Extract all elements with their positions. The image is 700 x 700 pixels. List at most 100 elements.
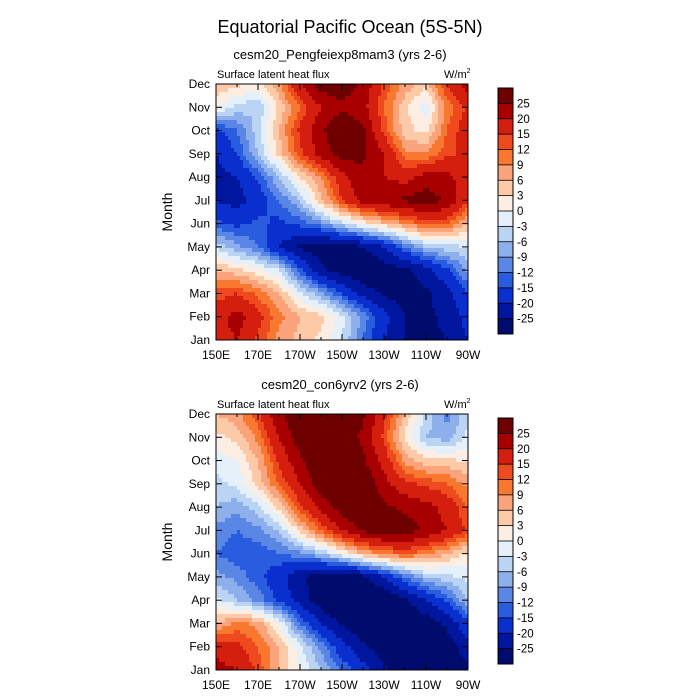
contour-cell [240,256,244,261]
contour-cell [216,192,220,197]
contour-cell [309,228,313,233]
contour-cell [345,96,349,101]
contour-cell [294,224,298,229]
contour-cell [402,180,406,185]
contour-cell [312,128,316,133]
contour-cell [408,248,412,253]
contour-cell [276,116,280,121]
contour-cell [441,172,445,177]
contour-cell [393,108,397,113]
contour-cell [378,280,382,285]
contour-cell [405,168,409,173]
contour-cell [297,216,301,221]
contour-cell [432,204,436,209]
contour-cell [423,156,427,161]
contour-cell [447,116,451,121]
contour-cell [300,320,304,325]
contour-cell [432,124,436,129]
contour-cell [300,156,304,161]
contour-cell [360,260,364,265]
contour-cell [363,176,367,181]
contour-cell [402,236,406,241]
contour-cell [327,188,331,193]
contour-cell [225,92,229,97]
contour-cell [324,88,328,93]
contour-cell [405,176,409,181]
contour-cell [282,316,286,321]
contour-cell [240,112,244,117]
contour-cell [435,120,439,125]
contour-cell [336,104,340,109]
contour-cell [369,300,373,305]
contour-cell [219,84,223,89]
contour-cell [246,212,250,217]
contour-cell [327,180,331,185]
contour-cell [246,140,250,145]
contour-cell [270,136,274,141]
contour-cell [276,260,280,265]
contour-cell [318,276,322,281]
contour-cell [321,296,325,301]
contour-cell [243,292,247,297]
contour-cell [363,292,367,297]
contour-cell [411,236,415,241]
contour-cell [216,232,220,237]
contour-cell [354,128,358,133]
contour-cell [249,176,253,181]
contour-cell [444,300,448,305]
contour-cell [393,144,397,149]
contour-cell [369,96,373,101]
contour-cell [234,176,238,181]
contour-cell [342,300,346,305]
contour-cell [354,156,358,161]
contour-cell [405,304,409,309]
contour-cell [456,100,460,105]
contour-cell [297,100,301,105]
contour-cell [366,176,370,181]
contour-cell [279,236,283,241]
contour-cell [222,120,226,125]
contour-cell [414,148,418,153]
contour-cell [336,216,340,221]
contour-cell [267,156,271,161]
contour-cell [435,232,439,237]
contour-cell [267,160,271,165]
contour-cell [312,268,316,273]
contour-cell [390,124,394,129]
contour-cell [426,196,430,201]
contour-cell [258,316,262,321]
contour-cell [315,124,319,129]
contour-cell [276,176,280,181]
contour-cell [315,248,319,253]
contour-cell [336,152,340,157]
contour-cell [276,284,280,289]
contour-cell [399,84,403,89]
contour-cell [324,192,328,197]
contour-cell [414,264,418,269]
contour-cell [300,176,304,181]
contour-cell [279,240,283,245]
contour-cell [348,224,352,229]
contour-cell [420,136,424,141]
contour-cell [384,144,388,149]
contour-cell [246,248,250,253]
contour-cell [300,208,304,213]
contour-cell [456,88,460,93]
contour-cell [222,240,226,245]
contour-cell [393,292,397,297]
contour-cell [441,164,445,169]
contour-cell [219,176,223,181]
contour-cell [444,176,448,181]
contour-cell [285,240,289,245]
contour-cell [399,204,403,209]
contour-cell [423,216,427,221]
contour-cell [321,104,325,109]
contour-cell [348,192,352,197]
contour-cell [402,168,406,173]
contour-cell [258,272,262,277]
contour-cell [336,172,340,177]
contour-cell [309,296,313,301]
contour-cell [405,228,409,233]
contour-cell [387,252,391,257]
contour-cell [429,140,433,145]
